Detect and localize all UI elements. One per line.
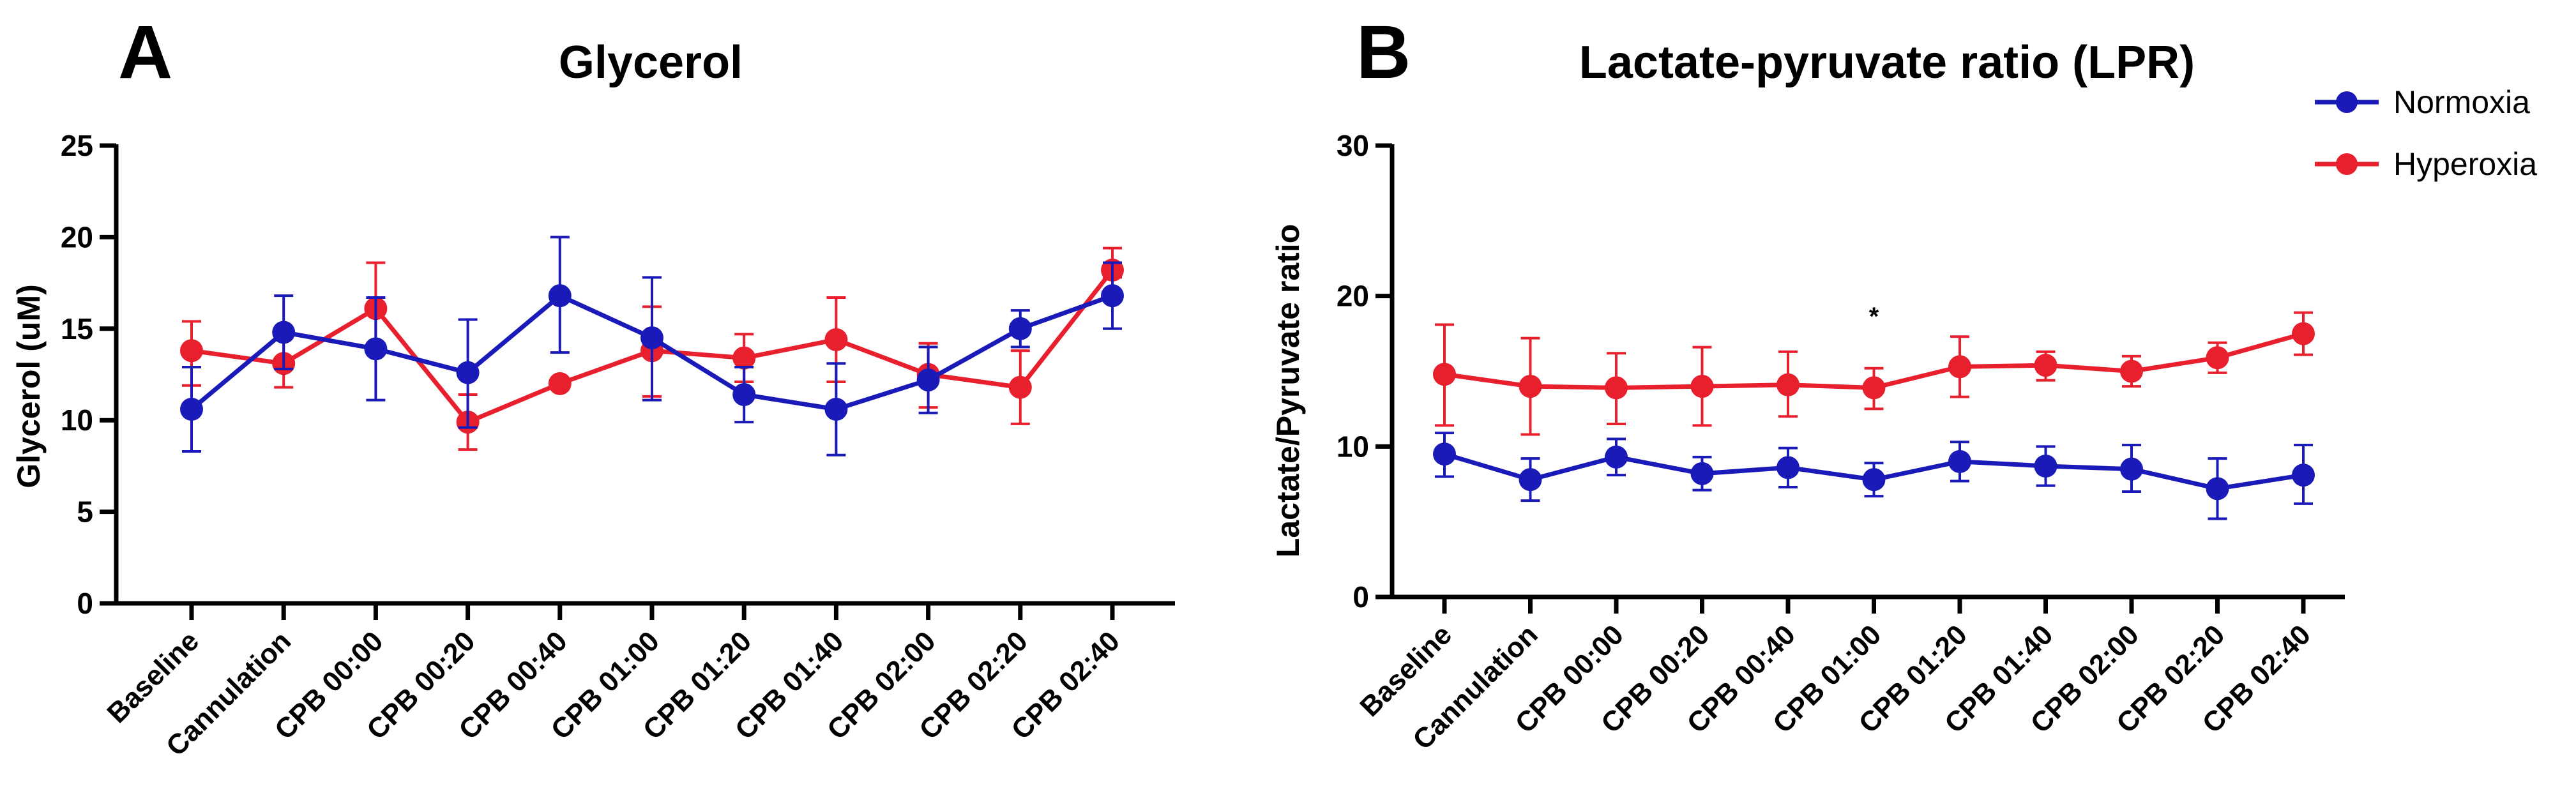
panel-a-y-tick-label: 5 bbox=[77, 495, 93, 529]
panel-a: A Glycerol Glycerol (uM) 0 5 10 15 20 25 Base… bbox=[11, 10, 1175, 762]
panel-a-normoxia-point bbox=[548, 284, 572, 308]
legend-normoxia-marker bbox=[2336, 91, 2358, 113]
panel-a-normoxia-point bbox=[1101, 284, 1124, 308]
panel-a-y-ticks: 0 5 10 15 20 25 bbox=[61, 129, 116, 620]
panel-a-hyperoxia-point bbox=[180, 339, 203, 363]
legend-hyperoxia-label: Hyperoxia bbox=[2393, 146, 2537, 182]
panel-a-normoxia-point bbox=[732, 383, 756, 407]
panel-a-normoxia-point bbox=[364, 337, 388, 361]
panel-b-normoxia-point bbox=[2206, 477, 2229, 501]
panel-b-normoxia-series bbox=[1433, 432, 2315, 520]
panel-a-normoxia-series bbox=[180, 236, 1124, 457]
panel-a-y-axis-label: Glycerol (uM) bbox=[11, 284, 47, 488]
panel-b-letter: B bbox=[1356, 10, 1411, 94]
panel-b-normoxia-point bbox=[1862, 468, 1886, 492]
panel-b-hyperoxia-point bbox=[1862, 376, 1886, 400]
legend-item-normoxia: Normoxia bbox=[2315, 84, 2530, 120]
panel-a-y-tick-label: 15 bbox=[61, 312, 93, 345]
panel-a-title: Glycerol bbox=[559, 37, 743, 88]
panel-a-y-tick-label: 25 bbox=[61, 129, 93, 162]
panel-b-normoxia-point bbox=[1690, 462, 1714, 485]
panel-b-series bbox=[1433, 311, 2315, 520]
panel-b-y-tick-label: 0 bbox=[1352, 580, 1369, 614]
panel-b-normoxia-point bbox=[1433, 442, 1456, 466]
panel-b-significance-marker: * bbox=[1869, 303, 1879, 331]
panel-a-hyperoxia-point bbox=[732, 346, 756, 370]
panel-b-normoxia-point bbox=[2120, 457, 2143, 481]
panel-b-hyperoxia-series bbox=[1433, 311, 2315, 436]
panel-b-normoxia-point bbox=[1519, 468, 1542, 492]
panel-b-y-axis-label: Lactate/Pyruvate ratio bbox=[1270, 224, 1306, 557]
panel-b-axes bbox=[1390, 144, 2345, 600]
panel-b-hyperoxia-point bbox=[2206, 346, 2229, 370]
panel-a-y-tick-label: 10 bbox=[61, 404, 93, 437]
panel-b-hyperoxia-point bbox=[1519, 375, 1542, 398]
panel-a-normoxia-point bbox=[272, 321, 296, 344]
panel-a-axes bbox=[114, 144, 1175, 606]
legend: Normoxia Hyperoxia bbox=[2315, 84, 2537, 182]
panel-b-normoxia-point bbox=[1948, 449, 1971, 473]
panel-b-hyperoxia-point bbox=[1433, 363, 1456, 386]
panel-b-y-tick-label: 10 bbox=[1337, 430, 1369, 463]
panel-a-hyperoxia-point bbox=[824, 328, 848, 352]
legend-normoxia-label: Normoxia bbox=[2393, 84, 2530, 120]
panel-b-hyperoxia-point bbox=[1948, 355, 1971, 379]
panel-a-normoxia-point bbox=[180, 397, 203, 421]
panel-b-normoxia-point bbox=[2292, 464, 2315, 487]
panel-b-y-ticks: 0 10 20 30 bbox=[1337, 129, 1392, 614]
panel-a-normoxia-point bbox=[1008, 317, 1032, 340]
panel-a-normoxia-point bbox=[456, 361, 480, 384]
panel-b-hyperoxia-point bbox=[1777, 373, 1799, 396]
legend-item-hyperoxia: Hyperoxia bbox=[2315, 146, 2537, 182]
panel-a-y-tick-label: 20 bbox=[61, 220, 93, 253]
panel-b-annotations: * bbox=[1869, 303, 1879, 331]
panel-b-normoxia-point bbox=[2034, 454, 2057, 478]
panel-b-hyperoxia-point bbox=[2034, 354, 2057, 377]
panel-a-normoxia-point bbox=[916, 368, 940, 392]
panel-b-hyperoxia-point bbox=[2120, 359, 2143, 383]
panel-a-hyperoxia-point bbox=[1008, 375, 1032, 399]
panel-b-y-tick-label: 20 bbox=[1337, 280, 1369, 313]
panel-a-normoxia-point bbox=[824, 397, 848, 421]
panel-a-normoxia-point bbox=[640, 326, 663, 350]
panel-b-normoxia-point bbox=[1777, 456, 1799, 479]
legend-hyperoxia-marker bbox=[2336, 153, 2358, 175]
panel-b: B Lactate-pyruvate ratio (LPR) Lactate/P… bbox=[1270, 10, 2345, 756]
panel-b-hyperoxia-point bbox=[1690, 375, 1714, 398]
panel-a-y-tick-label: 0 bbox=[77, 587, 93, 620]
panel-a-series bbox=[180, 236, 1124, 457]
panel-b-hyperoxia-point bbox=[1605, 376, 1628, 400]
panel-b-normoxia-point bbox=[1605, 445, 1628, 469]
panel-a-letter: A bbox=[118, 10, 172, 94]
panel-b-hyperoxia-point bbox=[2292, 322, 2315, 345]
panel-a-hyperoxia-point bbox=[548, 372, 572, 395]
panel-b-y-tick-label: 30 bbox=[1337, 129, 1369, 162]
panel-b-title: Lactate-pyruvate ratio (LPR) bbox=[1579, 37, 2195, 88]
